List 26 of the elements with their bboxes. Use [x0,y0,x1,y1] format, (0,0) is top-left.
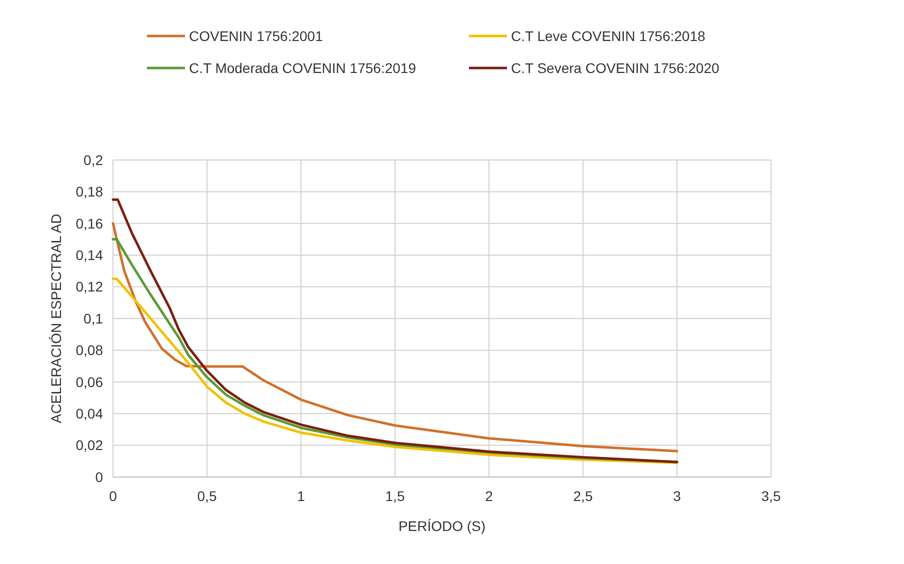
y-tick-label: 0,02 [76,437,104,454]
x-tick-label: 1 [297,488,306,504]
x-tick-label: 3 [673,488,682,504]
legend-label: C.T Severa COVENIN 1756:2020 [511,60,720,76]
x-tick-label: 2,5 [573,488,593,504]
y-tick-label: 0,04 [76,406,104,422]
y-tick-label: 0,16 [76,215,104,232]
x-tick-label: 3,5 [761,488,781,504]
line-series [112,278,678,464]
y-tick-label: 0 [95,468,104,485]
y-tick-label: 0,06 [76,374,104,390]
legend-label: COVENIN 1756:2001 [189,28,324,44]
x-tick-label: 2 [485,488,494,504]
x-tick-label: 0 [109,488,118,504]
legend-label: C.T Leve COVENIN 1756:2018 [511,28,706,44]
x-tick-label: 1,5 [385,488,405,504]
y-axis-title: ACELERACIÓN ESPECTRAL AD [48,214,64,424]
y-tick-label: 0,12 [76,278,104,295]
legend-label: C.T Moderada COVENIN 1756:2019 [189,60,416,76]
y-tick-label: 0,18 [76,184,104,200]
x-tick-label: 0,5 [197,488,217,504]
y-tick-label: 0,08 [76,342,104,358]
y-tick-label: 0,2 [84,152,104,168]
y-tick-label: 0,14 [76,247,104,263]
x-axis-title: PERÍODO (S) [398,518,486,534]
y-tick-label: 0,1 [84,310,104,326]
